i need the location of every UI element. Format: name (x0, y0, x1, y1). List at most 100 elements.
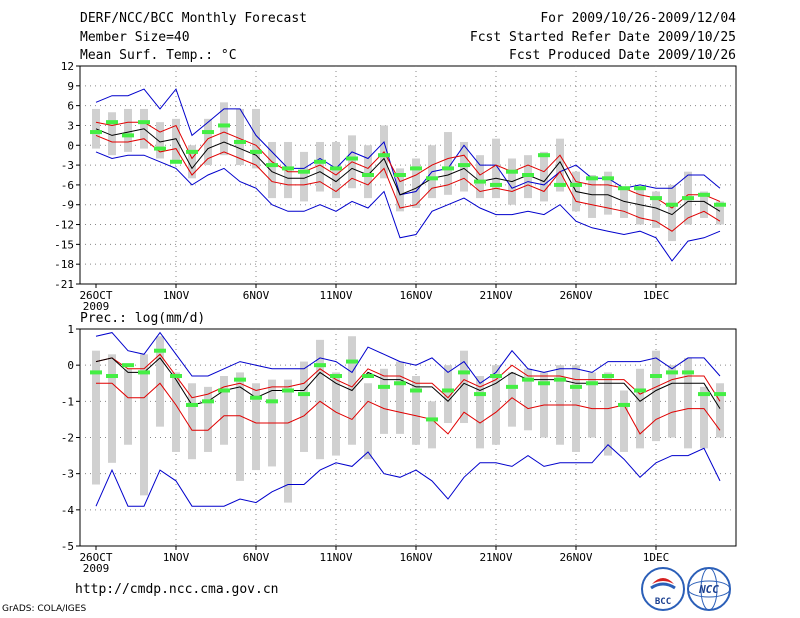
temp-observed-marker (666, 203, 678, 207)
temp-xtick-label: 16NOV (399, 289, 432, 302)
prec-ytick-label: -1 (61, 395, 74, 408)
temp-ytick-label: 12 (61, 60, 74, 73)
temp-observed-marker (330, 166, 342, 170)
temp-observed-marker (618, 186, 630, 190)
prec-xtick-label: 1DEC (643, 551, 670, 564)
temp-observed-marker (90, 130, 102, 134)
prec-panel-title: Prec.: log(mm/d) (80, 311, 205, 326)
prec-observed-marker (586, 381, 598, 385)
prec-observed-marker (346, 360, 358, 364)
prec-observed-marker (714, 392, 726, 396)
temp-observed-marker (442, 166, 454, 170)
prec-xtick-label: 26NOV (559, 551, 592, 564)
temp-plot-frame (80, 66, 736, 284)
prec-xtick-label: 16NOV (399, 551, 432, 564)
prec-observed-marker (362, 374, 374, 378)
temp-xtick-label: 6NOV (243, 289, 270, 302)
temp-observed-marker (378, 153, 390, 157)
prec-xtick-label: 6NOV (243, 551, 270, 564)
forecast-charts: 129630-3-6-9-12-15-18-2126OCT20091NOV 6NO… (0, 0, 800, 618)
temp-spread-box (540, 152, 548, 202)
prec-ytick-label: -5 (61, 540, 74, 553)
temp-xtick-label: 21NOV (479, 289, 512, 302)
temp-observed-marker (394, 173, 406, 177)
temp-observed-marker (682, 196, 694, 200)
prec-ytick-label: 1 (67, 323, 74, 336)
prec-observed-marker (298, 392, 310, 396)
prec-observed-marker (554, 378, 566, 382)
prec-observed-marker (154, 349, 166, 353)
prec-observed-marker (218, 388, 230, 392)
prec-xtick-label: 21NOV (479, 551, 512, 564)
prec-observed-marker (106, 374, 118, 378)
temp-xtick-label: 1DEC (643, 289, 670, 302)
temp-spread-box (124, 109, 132, 152)
prec-observed-marker (634, 388, 646, 392)
prec-spread-box (636, 369, 644, 449)
prec-observed-marker (602, 374, 614, 378)
temp-ytick-label: -21 (54, 278, 74, 291)
ncc-logo-text: NCC (698, 583, 719, 596)
prec-observed-marker (474, 392, 486, 396)
prec-spread-box (652, 351, 660, 441)
prec-ytick-label: -4 (61, 504, 75, 517)
prec-spread-box (140, 354, 148, 495)
temp-ytick-label: -9 (61, 199, 74, 212)
prec-observed-marker (122, 363, 134, 367)
prec-observed-marker (250, 396, 262, 400)
prec-observed-marker (314, 363, 326, 367)
temp-observed-marker (154, 147, 166, 151)
temp-observed-marker (282, 166, 294, 170)
prec-observed-marker (282, 388, 294, 392)
bcc-logo: BCC (640, 566, 686, 612)
prec-observed-marker (618, 403, 630, 407)
temp-observed-marker (554, 183, 566, 187)
prec-observed-marker (202, 399, 214, 403)
ncc-logo: NCC (686, 566, 732, 612)
website-url[interactable]: http://cmdp.ncc.cma.gov.cn (75, 582, 279, 597)
prec-observed-marker (522, 378, 534, 382)
temp-observed-marker (314, 160, 326, 164)
temp-observed-marker (634, 186, 646, 190)
prec-spread-box (668, 365, 676, 437)
prec-spread-box (572, 365, 580, 452)
temp-observed-marker (218, 123, 230, 127)
temp-observed-marker (506, 170, 518, 174)
temp-ytick-label: 6 (67, 100, 74, 113)
temp-observed-marker (266, 163, 278, 167)
prec-observed-marker (538, 381, 550, 385)
temp-ytick-label: -15 (54, 238, 74, 251)
temp-ytick-label: -6 (61, 179, 74, 192)
temp-observed-marker (458, 163, 470, 167)
temp-spread-box (588, 175, 596, 218)
prec-observed-marker (138, 370, 150, 374)
prec-spread-box (412, 376, 420, 445)
prec-observed-marker (410, 388, 422, 392)
prec-spread-box (396, 362, 404, 434)
temp-observed-marker (474, 180, 486, 184)
prec-spread-box (108, 354, 116, 463)
prec-observed-marker (266, 399, 278, 403)
prec-spread-box (204, 387, 212, 452)
prec-spread-box (124, 369, 132, 445)
prec-observed-marker (570, 385, 582, 389)
temp-spread-box (620, 188, 628, 218)
temp-observed-marker (250, 150, 262, 154)
prec-ytick-label: 0 (67, 359, 74, 372)
temp-observed-marker (522, 173, 534, 177)
prec-xtick-sublabel: 2009 (83, 562, 110, 575)
temp-observed-marker (202, 130, 214, 134)
bcc-logo-text: BCC (655, 597, 671, 607)
temp-observed-marker (234, 140, 246, 144)
temp-observed-marker (538, 153, 550, 157)
prec-observed-marker (330, 374, 342, 378)
prec-observed-marker (698, 392, 710, 396)
temp-spread-box (220, 102, 228, 155)
temp-ytick-label: -3 (61, 159, 74, 172)
temp-ytick-label: -12 (54, 219, 74, 232)
temp-observed-marker (490, 183, 502, 187)
temp-spread-box (92, 109, 100, 149)
prec-observed-marker (490, 374, 502, 378)
temp-xtick-label: 11NOV (319, 289, 352, 302)
prec-spread-box (716, 383, 724, 437)
